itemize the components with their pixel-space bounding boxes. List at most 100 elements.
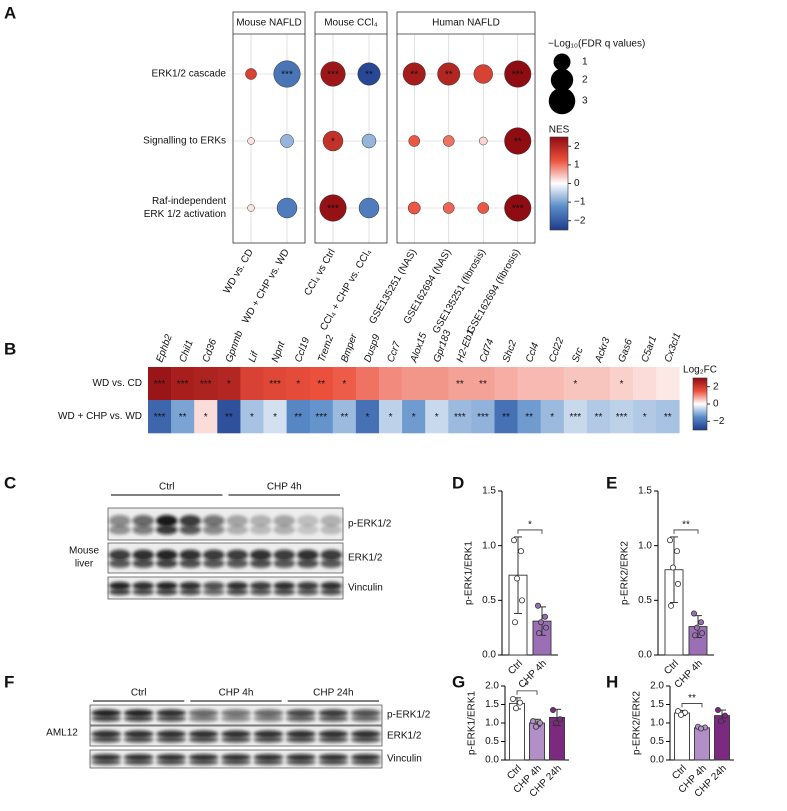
- band: [155, 558, 178, 568]
- heat-cell: [194, 367, 218, 401]
- band: [296, 558, 319, 568]
- gene-label: Npnt: [270, 339, 288, 364]
- size-legend-dot: [548, 87, 576, 115]
- gene-label: Cd36: [201, 337, 220, 364]
- band: [226, 588, 249, 596]
- colorbar-tick-label: −2: [713, 416, 725, 427]
- dot: [320, 61, 346, 87]
- significance: *: [227, 379, 231, 390]
- data-point: [537, 720, 544, 727]
- gene-label: Shc2: [501, 338, 519, 364]
- data-point: [668, 602, 675, 609]
- band: [285, 736, 316, 743]
- data-point: [519, 597, 526, 604]
- significance-bracket: [681, 703, 703, 708]
- significance: **: [688, 693, 696, 704]
- heat-cell: [471, 367, 495, 401]
- band: [188, 730, 219, 738]
- group-title: Mouse CCl₄: [324, 18, 378, 29]
- band: [108, 558, 131, 568]
- dot: [408, 135, 421, 147]
- band-label: ERK1/2: [387, 731, 422, 742]
- band: [249, 558, 272, 568]
- band: [123, 709, 154, 717]
- band: [273, 558, 296, 568]
- y-axis-label: p-ERK2/ERK2: [620, 541, 631, 605]
- y-tick-label: 1.0: [650, 718, 664, 729]
- heat-cell: [586, 367, 611, 401]
- bar: [674, 712, 690, 761]
- significance: *: [643, 412, 647, 423]
- y-tick-label: 0.5: [482, 595, 496, 606]
- band: [202, 524, 225, 535]
- band: [318, 753, 349, 761]
- band: [226, 558, 249, 568]
- significance-bracket: [673, 529, 699, 534]
- heat-cell: [633, 367, 657, 401]
- band: [350, 753, 381, 761]
- row-label: Signalling to ERKs: [143, 136, 226, 147]
- significance: ***: [281, 70, 293, 81]
- significance: *: [573, 379, 577, 390]
- band: [320, 549, 343, 561]
- significance: *: [525, 680, 529, 691]
- band: [226, 524, 249, 535]
- band: [188, 753, 219, 761]
- data-point: [667, 537, 674, 544]
- y-axis-label: p-ERK2/ERK2: [632, 691, 643, 755]
- band: [253, 753, 284, 761]
- significance: *: [389, 412, 393, 423]
- dot: [442, 135, 455, 147]
- band: [202, 588, 225, 596]
- heat-cell: [309, 400, 334, 434]
- band: [296, 515, 319, 527]
- heat-cell: [425, 367, 449, 401]
- gene-label: Trem2: [316, 333, 336, 364]
- significance: **: [445, 70, 453, 81]
- data-point: [517, 699, 524, 706]
- y-tick-label: 0.0: [485, 755, 499, 766]
- band: [156, 730, 187, 738]
- band: [108, 549, 131, 561]
- heat-cell: [217, 367, 241, 401]
- heat-cell: [355, 400, 380, 434]
- significance: **: [479, 379, 487, 390]
- gene-label: Src: [570, 346, 585, 364]
- gene-label: Ccl19: [293, 336, 312, 364]
- band: [156, 709, 187, 717]
- y-tick-label: 0.0: [482, 650, 496, 661]
- significance: *: [620, 379, 624, 390]
- data-point: [722, 712, 729, 719]
- significance: **: [340, 412, 348, 423]
- heat-cell: [332, 400, 357, 434]
- gene-label: Gpr183: [432, 328, 454, 364]
- band: [296, 588, 319, 596]
- gene-label: Lif: [247, 349, 261, 364]
- heat-cell: [332, 367, 357, 401]
- data-point: [510, 537, 517, 544]
- row-label: ERK1/2 cascade: [152, 69, 227, 80]
- band: [91, 753, 122, 761]
- band: [318, 715, 349, 722]
- significance: ***: [477, 412, 489, 423]
- significance: **: [595, 412, 603, 423]
- heat-cell: [263, 400, 287, 434]
- significance: **: [365, 70, 373, 81]
- y-tick-label: 0.0: [638, 650, 652, 661]
- significance: *: [296, 379, 300, 390]
- band: [188, 715, 219, 722]
- panel-label: A: [4, 3, 16, 22]
- y-tick-label: 1.5: [638, 486, 652, 497]
- dot: [358, 197, 380, 219]
- band: [179, 588, 202, 596]
- heat-cell: [610, 400, 634, 434]
- band: [318, 736, 349, 743]
- data-point: [518, 548, 525, 555]
- column-label: CCl₄ vs Ctrl: [302, 247, 337, 297]
- band: [123, 730, 154, 738]
- band: [296, 581, 319, 590]
- heat-cell: [240, 400, 264, 434]
- band: [226, 549, 249, 561]
- panel-label: C: [4, 473, 16, 492]
